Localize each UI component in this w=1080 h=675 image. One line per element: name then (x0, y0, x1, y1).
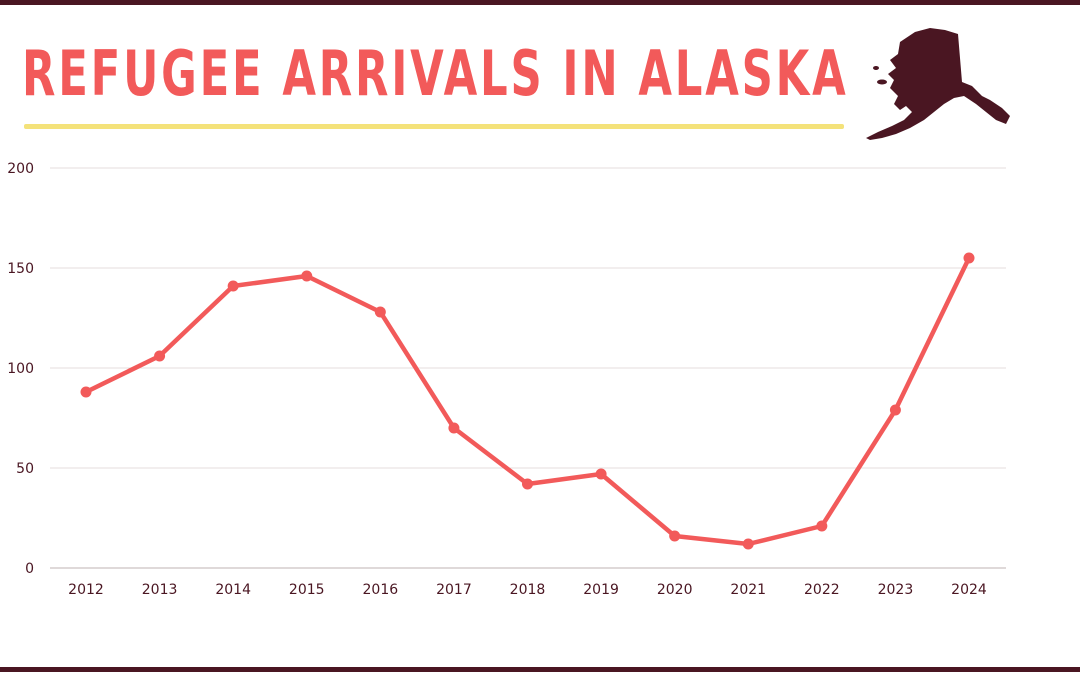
data-point-2012 (80, 386, 92, 398)
series-line (83, 255, 972, 547)
y-tick-label: 50 (16, 461, 34, 477)
line-chart: 0 50 100 150 200 2012 2013 2014 2015 2016 2017 201… (7, 161, 1006, 598)
x-tick-label: 2013 (142, 582, 178, 598)
data-point-2021 (742, 538, 754, 550)
x-tick-label: 2023 (878, 582, 914, 598)
data-point-2013 (154, 350, 166, 362)
data-point-2022 (816, 520, 828, 532)
x-tick-label: 2016 (363, 582, 399, 598)
data-point-2015 (301, 270, 313, 282)
x-tick-label: 2019 (583, 582, 619, 598)
data-point-2017 (448, 422, 460, 434)
y-tick-label: 200 (7, 161, 34, 177)
x-tick-label: 2017 (436, 582, 472, 598)
bottom-border (0, 667, 1080, 672)
x-tick-label: 2020 (657, 582, 693, 598)
data-point-2019 (595, 468, 607, 480)
data-point-2014 (227, 280, 239, 292)
x-tick-label: 2024 (951, 582, 987, 598)
title-underline (24, 124, 844, 129)
x-tick-label: 2021 (730, 582, 766, 598)
x-tick-label: 2012 (68, 582, 104, 598)
data-point-2024 (963, 252, 975, 264)
x-tick-label: 2015 (289, 582, 325, 598)
x-tick-label: 2014 (215, 582, 251, 598)
x-tick-label: 2018 (510, 582, 546, 598)
page-title: REFUGEE ARRIVALS IN ALASKA (22, 37, 849, 110)
x-tick-label: 2022 (804, 582, 840, 598)
y-tick-label: 100 (7, 361, 34, 377)
data-point-2018 (522, 478, 533, 490)
y-tick-label: 150 (7, 261, 34, 277)
data-point-2020 (669, 530, 681, 542)
data-point-2016 (374, 306, 386, 318)
top-border (0, 0, 1080, 5)
y-tick-label: 0 (25, 561, 34, 577)
data-point-2023 (889, 404, 901, 416)
alaska-map-icon (866, 28, 1010, 140)
